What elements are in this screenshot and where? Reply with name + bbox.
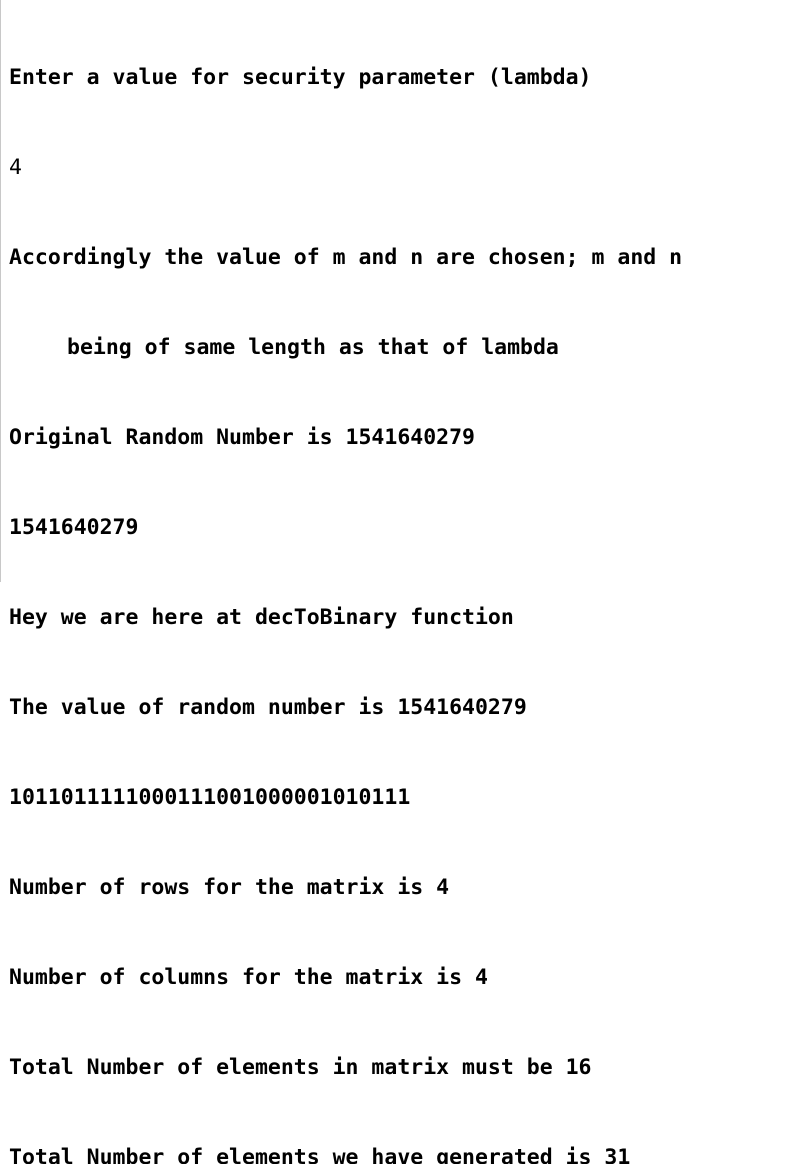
output-line-total-generated: Total Number of elements we have generat… xyxy=(9,1145,631,1164)
output-line-original-random: Original Random Number is 1541640279 xyxy=(9,425,475,450)
output-line-columns: Number of columns for the matrix is 4 xyxy=(9,965,488,990)
output-line-random-value: The value of random number is 1541640279 xyxy=(9,695,527,720)
output-line-m-n-chosen: Accordingly the value of m and n are cho… xyxy=(9,245,683,270)
output-line-total-must-be: Total Number of elements in matrix must … xyxy=(9,1055,592,1080)
output-line-random-number: 1541640279 xyxy=(9,515,139,540)
output-line-m-n-length: being of same length as that of lambda xyxy=(67,335,559,360)
output-line-dec-to-binary: Hey we are here at decToBinary function xyxy=(9,605,514,630)
user-input-lambda: 4 xyxy=(9,155,22,180)
output-line-rows: Number of rows for the matrix is 4 xyxy=(9,875,450,900)
output-line-binary: 1011011111000111001000001010111 xyxy=(9,785,411,810)
prompt-security-parameter: Enter a value for security parameter (la… xyxy=(9,65,592,90)
